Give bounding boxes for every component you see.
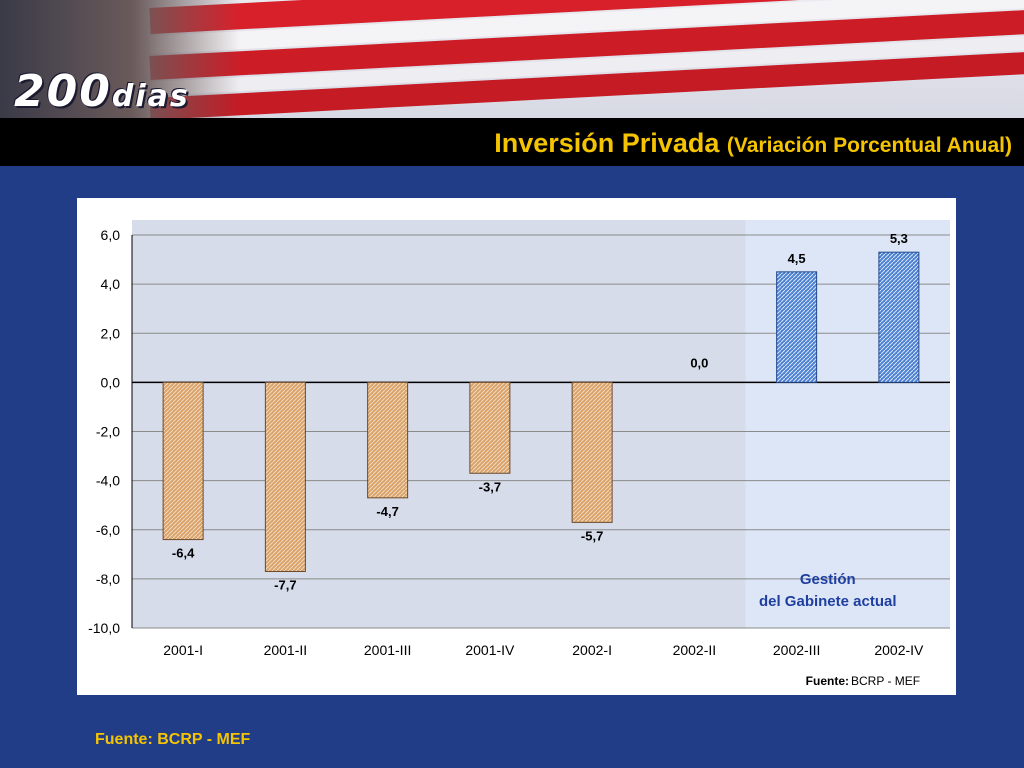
value-label: -7,7 xyxy=(274,578,296,593)
logo-200-dias: 200dias xyxy=(14,66,190,117)
bar xyxy=(162,381,204,541)
x-tick-label: 2001-II xyxy=(264,642,308,658)
annotation-line-1: Gestión xyxy=(800,571,856,588)
y-tick-label: -6,0 xyxy=(96,522,120,538)
x-tick-label: 2002-III xyxy=(773,642,820,658)
value-label: -5,7 xyxy=(581,528,603,543)
value-label: -6,4 xyxy=(172,546,195,561)
value-label: -4,7 xyxy=(376,504,398,519)
y-tick-label: -4,0 xyxy=(96,473,120,489)
value-label: 0,0 xyxy=(690,355,708,370)
value-label: 4,5 xyxy=(788,251,806,266)
x-tick-label: 2002-II xyxy=(673,642,717,658)
x-tick-label: 2002-IV xyxy=(874,642,924,658)
page-title: Inversión Privada (Variación Porcentual … xyxy=(494,128,1012,159)
y-tick-label: 4,0 xyxy=(101,276,121,292)
logo-number: 200 xyxy=(14,66,112,117)
value-label: 5,3 xyxy=(890,231,908,246)
y-tick-label: -8,0 xyxy=(96,571,120,587)
cabinet-photo xyxy=(0,0,240,118)
bar xyxy=(367,381,409,499)
x-tick-label: 2001-III xyxy=(364,642,411,658)
logo-word: dias xyxy=(111,79,190,114)
chart-source-value: BCRP - MEF xyxy=(851,674,920,688)
x-tick-label: 2002-I xyxy=(572,642,612,658)
page-title-main: Inversión Privada xyxy=(494,128,720,158)
bar xyxy=(264,381,306,573)
x-tick-label: 2001-IV xyxy=(465,642,515,658)
annotation-line-2: del Gabinete actual xyxy=(759,593,897,610)
header-banner: 200dias xyxy=(0,0,1024,118)
y-tick-label: 2,0 xyxy=(101,325,121,341)
bar xyxy=(571,381,613,523)
y-tick-label: 6,0 xyxy=(101,227,121,243)
plot-background xyxy=(132,220,746,628)
y-tick-label: -2,0 xyxy=(96,424,120,440)
y-tick-label: 0,0 xyxy=(101,374,121,390)
chart-source-label: Fuente: xyxy=(806,674,849,688)
title-bar: Inversión Privada (Variación Porcentual … xyxy=(0,118,1024,166)
bar xyxy=(878,251,920,383)
page-title-sub: (Variación Porcentual Anual) xyxy=(726,134,1012,157)
chart-panel: 6,0 4,0 2,0 0,0 -2,0 -4,0 -6,0 -8,0 -10,0 2001-I -… xyxy=(77,198,956,695)
x-tick-label: 2001-I xyxy=(163,642,203,658)
bar xyxy=(469,381,511,474)
bar-chart: 6,0 4,0 2,0 0,0 -2,0 -4,0 -6,0 -8,0 -10,0 2001-I -… xyxy=(88,220,950,688)
value-label: -3,7 xyxy=(479,479,501,494)
footer-source: Fuente: BCRP - MEF xyxy=(95,731,251,748)
y-tick-label: -10,0 xyxy=(88,620,120,636)
bar xyxy=(776,271,818,383)
